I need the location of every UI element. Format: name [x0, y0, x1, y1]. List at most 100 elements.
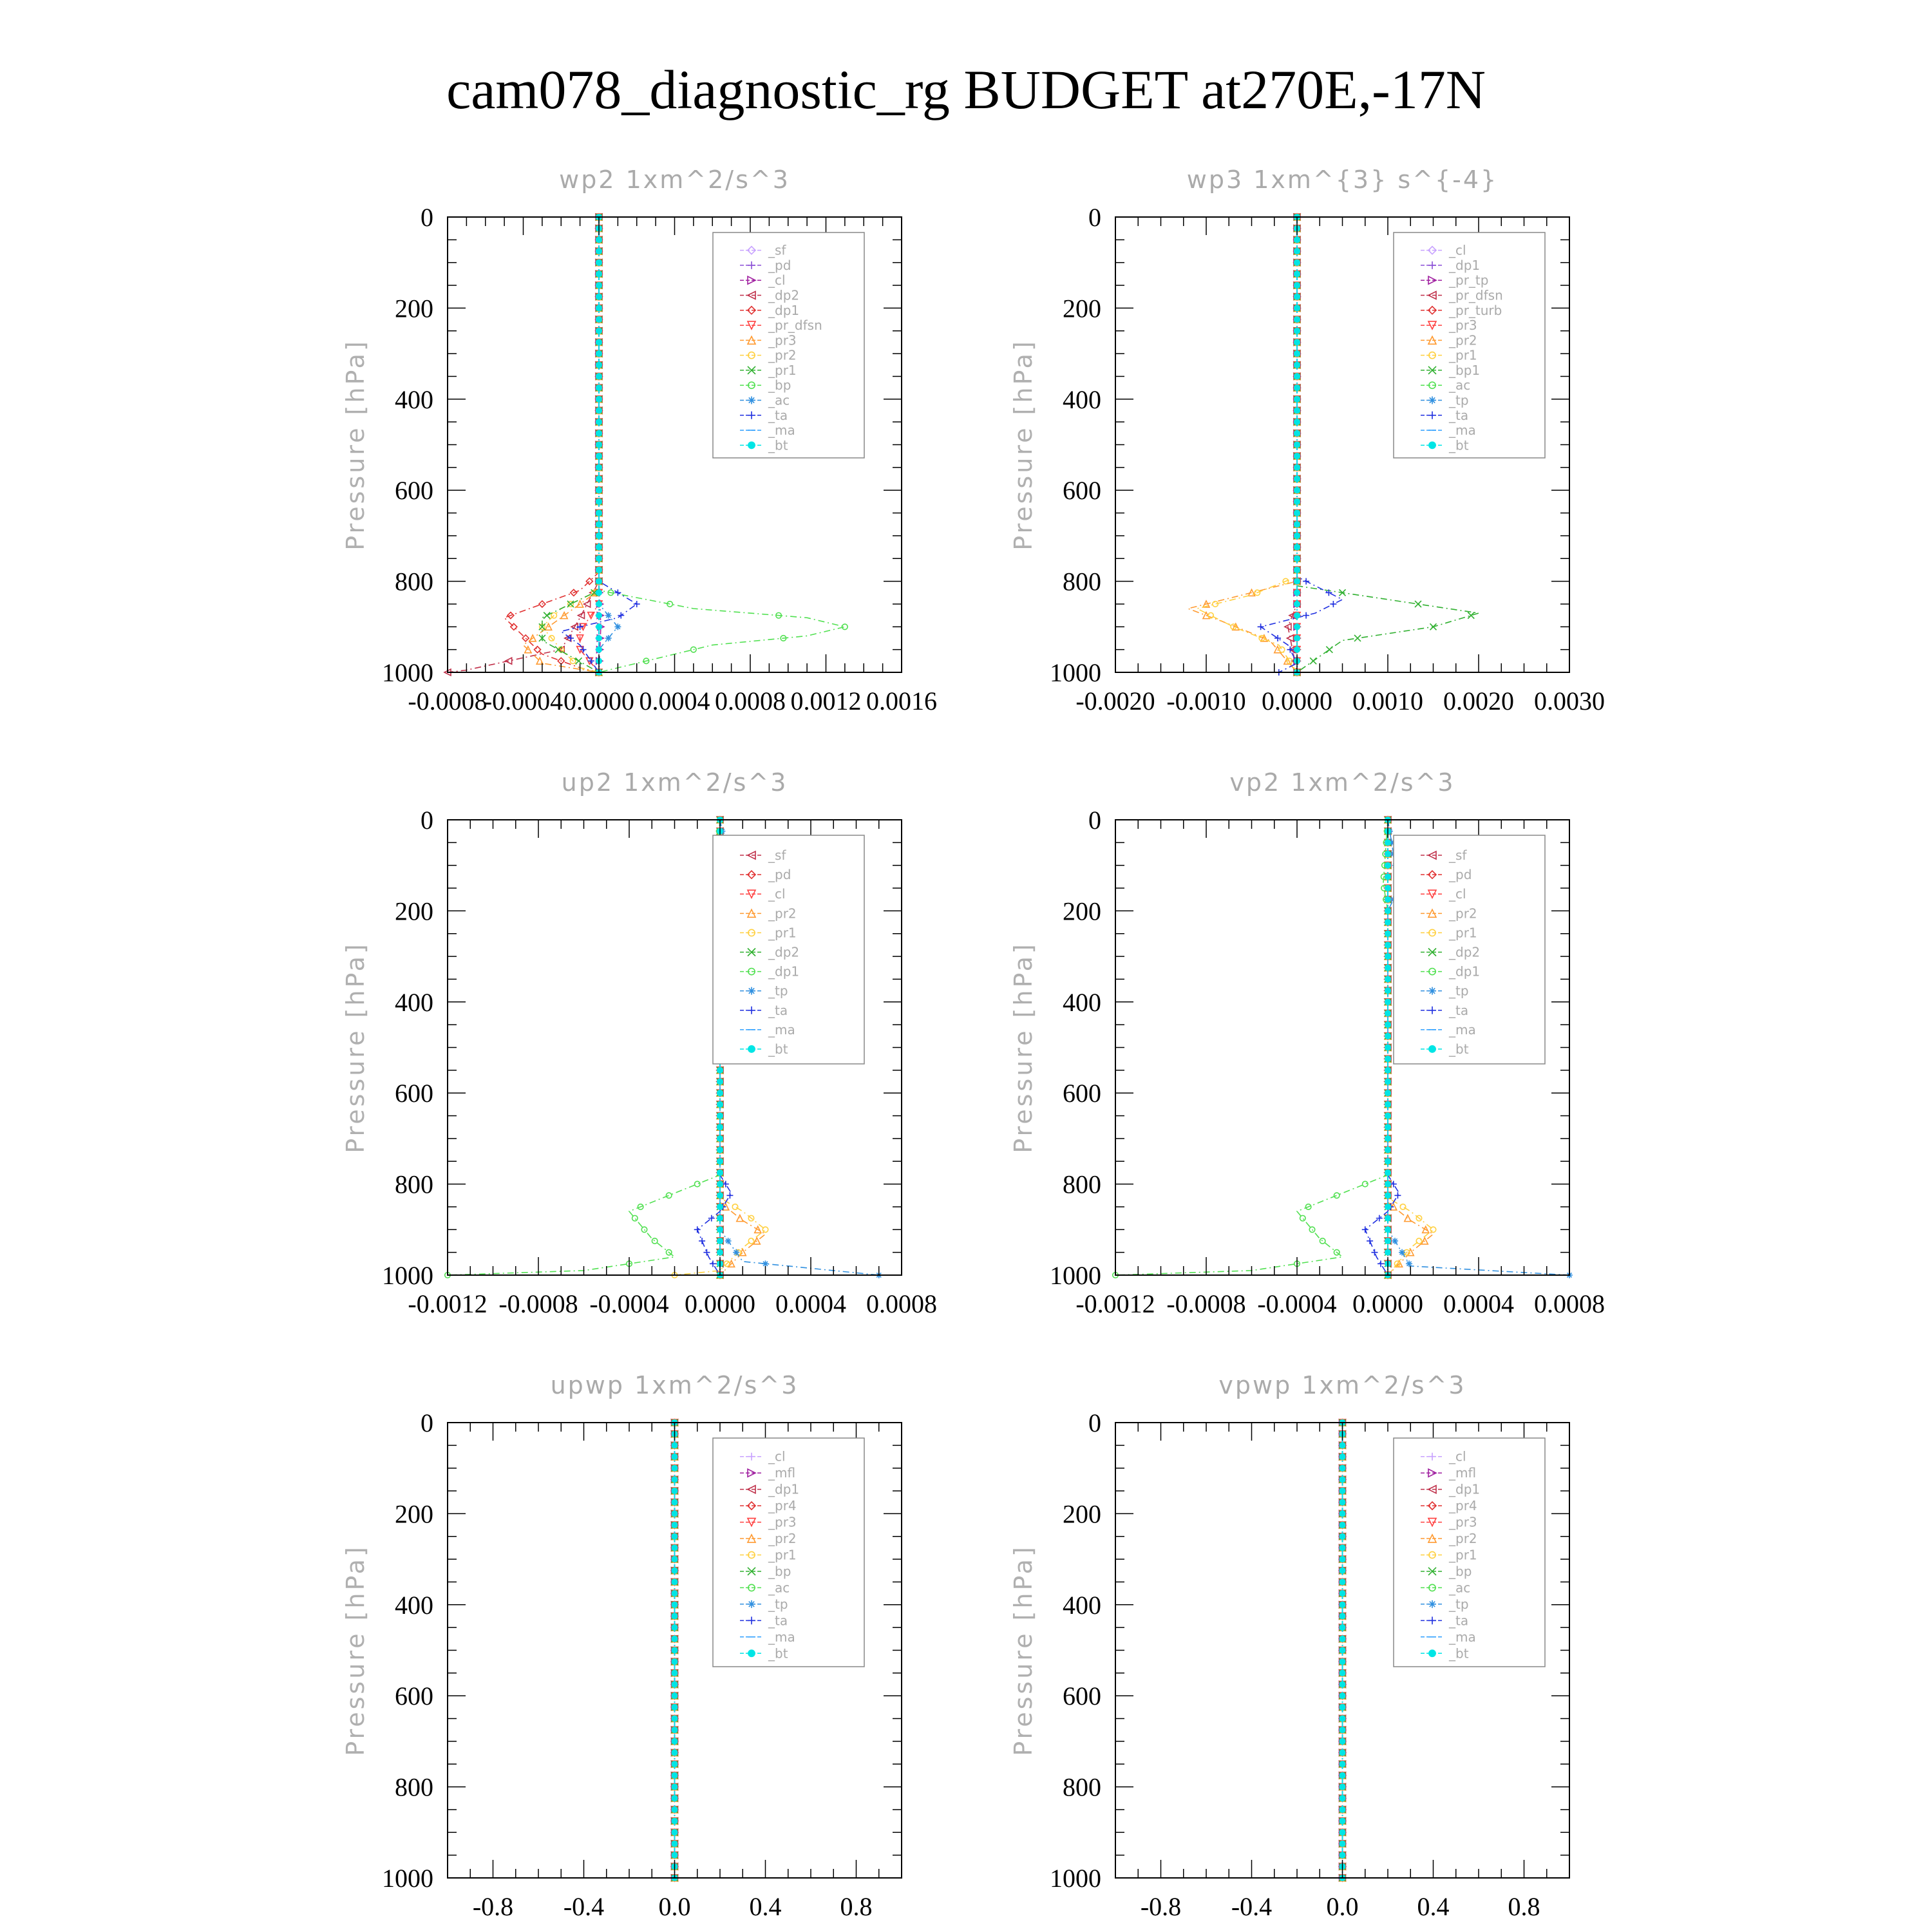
legend-marker: [1428, 987, 1436, 995]
legend-marker: [1428, 1616, 1436, 1625]
series-marker: [671, 1442, 678, 1449]
series-marker: [671, 1635, 678, 1642]
series-marker: [596, 384, 602, 392]
series-marker: [585, 577, 594, 585]
series-marker: [567, 600, 574, 608]
series-marker: [1294, 566, 1300, 573]
legend-marker: [1428, 381, 1436, 390]
series-marker: [753, 1225, 762, 1234]
series-marker: [1294, 589, 1300, 596]
series-marker: [1294, 544, 1300, 551]
series-marker: [544, 622, 553, 631]
series-marker: [1287, 646, 1294, 653]
series-marker: [1385, 1226, 1391, 1233]
series-marker: [596, 555, 602, 562]
y-tick-label: 400: [1063, 988, 1101, 1017]
series-marker: [1339, 1703, 1346, 1710]
legend-label: _bp: [768, 377, 791, 393]
series-marker: [1339, 1476, 1346, 1483]
legend-box: [1393, 835, 1546, 1065]
x-tick-label: -0.8: [1141, 1892, 1181, 1921]
series-marker: [1385, 1124, 1391, 1131]
legend-label: _pr2: [1448, 332, 1477, 348]
y-tick-label: 800: [1063, 1170, 1101, 1199]
legend: _sf _pd _cl _pr2 _pr1 _dp2 _dp1 _tp _ta _ma _bt: [1393, 835, 1546, 1065]
series-marker: [1339, 1499, 1346, 1506]
series-marker: [1338, 589, 1347, 596]
legend-label: _ta: [1448, 1613, 1468, 1628]
series-marker: [567, 634, 574, 641]
legend-label: _cl: [768, 272, 786, 288]
series-marker: [1339, 1567, 1346, 1574]
series-marker: [1390, 1180, 1397, 1188]
series-marker: [587, 611, 596, 620]
legend-marker: [748, 1649, 755, 1658]
y-tick-label: 600: [1063, 476, 1101, 505]
series-marker: [596, 464, 602, 471]
series-marker: [752, 1236, 761, 1245]
series-line: [1115, 819, 1388, 1276]
legend-marker: [748, 351, 755, 359]
legend-label: _ma: [768, 422, 795, 438]
legend-box: [1393, 1437, 1546, 1667]
x-tick-label: -0.0008: [408, 687, 487, 715]
series-marker: [614, 623, 621, 630]
x-tick-label: 0.0008: [715, 687, 786, 715]
legend-label: _pr2: [768, 1531, 797, 1546]
series-marker: [551, 612, 558, 619]
series-marker: [1371, 1249, 1378, 1256]
series-marker: [1385, 885, 1391, 892]
series-marker: [1339, 1624, 1346, 1631]
series-marker: [1385, 1056, 1391, 1063]
series-marker: [1294, 634, 1300, 641]
legend-marker: [748, 411, 755, 419]
series-marker: [671, 1669, 678, 1676]
legend-label: _pr2: [768, 348, 797, 363]
legend-label: _dp1: [1448, 1482, 1480, 1497]
series-marker: [723, 1260, 730, 1267]
legend-label: _pr3: [1448, 317, 1477, 333]
series-marker: [1294, 407, 1300, 414]
series-marker: [671, 1761, 678, 1768]
series-marker: [671, 1601, 678, 1608]
legend-label: _ta: [768, 1003, 788, 1018]
legend-marker: [746, 335, 757, 345]
y-tick-label: 800: [1063, 567, 1101, 596]
x-tick-label: 0.8: [840, 1892, 873, 1921]
series-marker: [717, 1192, 723, 1199]
series-marker: [596, 419, 602, 426]
series-marker: [1385, 930, 1391, 937]
series-marker: [1294, 361, 1300, 368]
y-tick-label: 1000: [382, 1864, 433, 1893]
series-marker: [717, 1112, 723, 1119]
series-marker: [1294, 350, 1300, 357]
legend-label: _bt: [768, 1645, 788, 1661]
series-marker: [533, 645, 542, 654]
legend-marker: [1428, 1468, 1437, 1478]
series-marker: [1339, 1613, 1346, 1620]
series-marker: [1299, 1215, 1306, 1222]
series-marker: [522, 634, 530, 643]
series-marker: [667, 600, 674, 608]
series-marker: [671, 1692, 678, 1700]
y-tick-label: 800: [1063, 1773, 1101, 1802]
series-marker: [596, 646, 602, 653]
series-marker: [1339, 1590, 1346, 1597]
series-marker: [1319, 1237, 1326, 1245]
series-marker: [1339, 1749, 1346, 1756]
series-marker: [607, 589, 614, 596]
series-marker: [694, 1180, 701, 1188]
legend-label: _bt: [1448, 437, 1469, 453]
series-marker: [1339, 1795, 1346, 1802]
y-tick-label: 200: [395, 896, 433, 925]
series-marker: [671, 1738, 678, 1745]
legend-label: _ma: [1448, 422, 1476, 438]
legend-marker: [1428, 1649, 1436, 1658]
legend-marker: [1428, 441, 1436, 450]
series-marker: [1339, 1647, 1346, 1654]
series-marker: [1294, 612, 1300, 619]
series-marker: [671, 1749, 678, 1756]
legend-marker: [1428, 947, 1437, 957]
legend-marker: [1428, 366, 1437, 375]
series-marker: [775, 612, 782, 619]
